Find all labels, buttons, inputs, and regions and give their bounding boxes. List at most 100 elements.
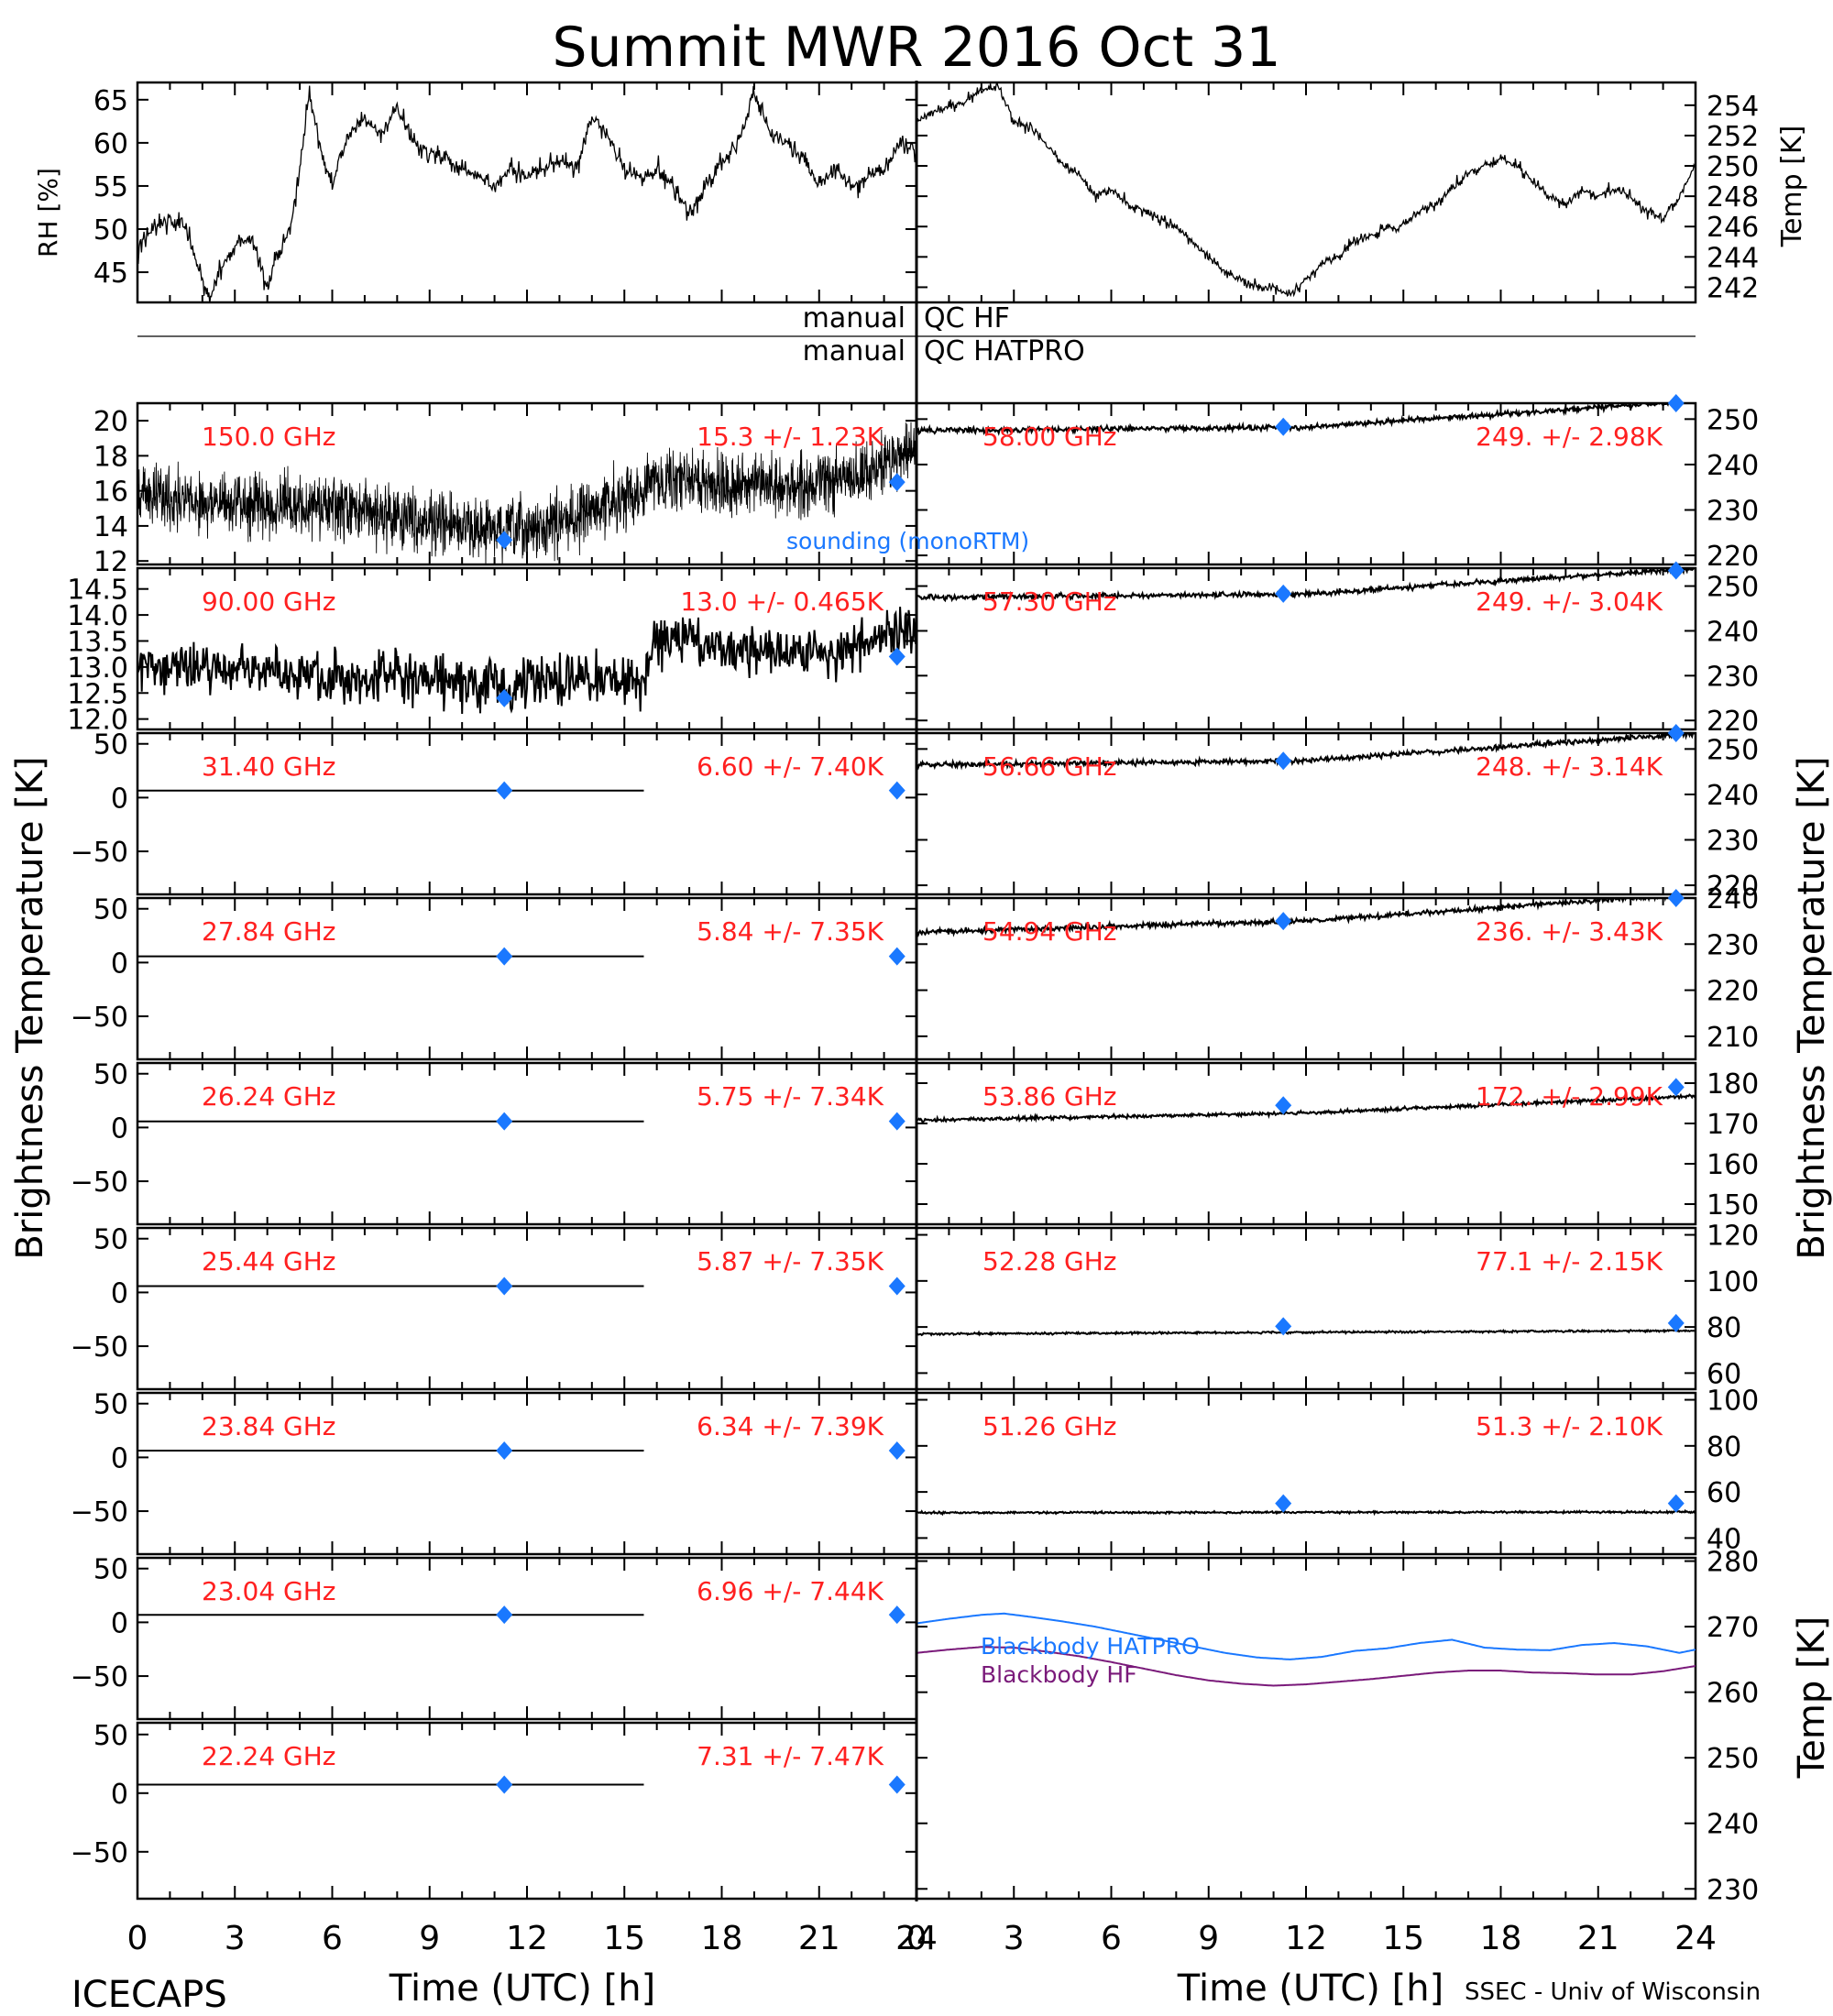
y-tick-label: 250 — [1707, 572, 1759, 604]
sounding-point — [496, 1605, 513, 1625]
x-tick-label: 15 — [603, 1920, 645, 1957]
sounding-point — [496, 781, 513, 800]
temp-bottom-axis-label: Temp [K] — [1791, 1616, 1833, 1780]
panel-bt2304: 50 0 −50 23.04 GHz 6.96 +/- 7.44K — [71, 1554, 918, 1721]
y-tick-label: 280 — [1707, 1547, 1759, 1579]
y-tick-label: 60 — [93, 128, 128, 160]
sounding-point — [496, 947, 513, 966]
frequency-label: 25.44 GHz — [202, 1246, 336, 1276]
x-tick-label: 18 — [1480, 1920, 1522, 1957]
y-tick-label: 240 — [1707, 450, 1759, 482]
x-tick-label: 9 — [1198, 1920, 1219, 1957]
x-tick-label: 12 — [1285, 1920, 1327, 1957]
y-tick-label: 50 — [93, 1224, 128, 1256]
sounding-point — [1275, 1317, 1292, 1336]
y-tick-label: 50 — [93, 1720, 128, 1752]
sounding-point — [888, 781, 906, 800]
sounding-point — [1667, 561, 1685, 580]
stats-label: 77.1 +/- 2.15K — [1476, 1246, 1663, 1276]
x-tick-label: 0 — [906, 1920, 927, 1957]
sounding-point — [1275, 751, 1292, 771]
frequency-label: 90.00 GHz — [202, 586, 336, 617]
stats-label: 6.96 +/- 7.44K — [697, 1576, 884, 1606]
x-tick-label: 3 — [1004, 1920, 1025, 1957]
stats-label: 15.3 +/- 1.23K — [697, 422, 884, 452]
y-tick-label: 220 — [1707, 976, 1759, 1008]
stats-label: 5.84 +/- 7.35K — [697, 916, 884, 947]
y-tick-label: 14.5 — [67, 575, 128, 607]
panel-bt5228: 60 80 100 120 52.28 GHz 77.1 +/- 2.15K — [915, 1221, 1759, 1390]
y-tick-label: 160 — [1707, 1149, 1759, 1181]
bt5494-series-line — [916, 898, 1694, 937]
y-tick-label: 230 — [1707, 929, 1759, 961]
x-tick-label: 9 — [419, 1920, 440, 1957]
sounding-point — [1667, 1313, 1685, 1332]
panel-bt5666: 220 230 240 250 56.66 GHz 248. +/- 3.14K — [915, 724, 1759, 903]
x-tick-label: 21 — [798, 1920, 840, 1957]
panel-bt5730: 220 230 240 250 57.30 GHz 249. +/- 3.04K — [915, 561, 1759, 738]
stats-label: 13.0 +/- 0.465K — [680, 586, 884, 617]
frequency-label: 23.04 GHz — [202, 1576, 336, 1606]
sounding-point — [496, 1775, 513, 1794]
y-tick-label: 260 — [1707, 1678, 1759, 1710]
panel-bt5800: 220 230 240 250 58.00 GHz 249. +/- 2.98K — [915, 394, 1759, 573]
bt5386-series-line — [916, 1092, 1696, 1124]
sounding-point — [1667, 394, 1685, 412]
stats-label: 249. +/- 2.98K — [1476, 422, 1663, 452]
x-axis-label-right: Time (UTC) [h] — [1177, 1967, 1443, 2010]
stats-label: 236. +/- 3.43K — [1476, 916, 1663, 947]
x-tick-label: 6 — [322, 1920, 343, 1957]
rh-series-line — [137, 85, 916, 302]
frequency-label: 22.24 GHz — [202, 1741, 336, 1771]
qc-hatpro-label: QC HATPRO — [924, 335, 1085, 367]
y-tick-label: 270 — [1707, 1612, 1759, 1644]
y-tick-label: 230 — [1707, 661, 1759, 693]
frequency-label: 26.24 GHz — [202, 1081, 336, 1112]
bt5666-series-line — [916, 733, 1696, 771]
legend-blackbody-hf: Blackbody HF — [981, 1661, 1137, 1688]
y-tick-label: 65 — [93, 85, 128, 117]
y-tick-label: 100 — [1707, 1386, 1759, 1418]
y-tick-label: 220 — [1707, 871, 1759, 903]
sounding-point — [496, 1276, 513, 1296]
bt-right-axis-label: Brightness Temperature [K] — [1791, 756, 1833, 1259]
y-tick-label: 0 — [111, 1442, 128, 1474]
sounding-point — [1275, 912, 1292, 931]
y-tick-label: 254 — [1707, 91, 1759, 123]
sounding-point — [1667, 889, 1685, 907]
y-tick-label: 230 — [1707, 1874, 1759, 1906]
y-tick-label: −50 — [71, 1837, 128, 1869]
sounding-point — [888, 1112, 906, 1131]
y-tick-label: 50 — [93, 1554, 128, 1586]
y-tick-label: 45 — [93, 257, 128, 290]
x-axis-label-left: Time (UTC) [h] — [389, 1967, 655, 2010]
chart-title: Summit MWR 2016 Oct 31 — [552, 16, 1280, 80]
y-tick-label: 150 — [1707, 1189, 1759, 1222]
y-tick-label: 250 — [1707, 734, 1759, 766]
y-tick-label: 170 — [1707, 1109, 1759, 1141]
y-tick-label: 50 — [93, 214, 128, 247]
stats-label: 5.87 +/- 7.35K — [697, 1246, 884, 1276]
y-tick-label: 0 — [111, 783, 128, 815]
sounding-point — [1667, 1494, 1685, 1513]
sounding-point — [496, 1441, 513, 1461]
y-tick-label: 250 — [1707, 151, 1759, 183]
panel-bt5386: 150 160 170 180 53.86 GHz 172. +/- 2.99K — [915, 1061, 1759, 1226]
stats-label: 248. +/- 3.14K — [1476, 751, 1663, 782]
panel-bt2624: 50 0 −50 26.24 GHz 5.75 +/- 7.34K — [71, 1059, 918, 1226]
sounding-point — [496, 1112, 513, 1131]
y-tick-label: 240 — [1707, 883, 1759, 915]
panel-frame — [915, 1556, 1697, 1901]
y-tick-label: 80 — [1707, 1431, 1741, 1463]
sounding-point — [496, 688, 513, 707]
y-tick-label: 55 — [93, 171, 128, 203]
y-tick-label: 0 — [111, 1112, 128, 1145]
qc-strip: manual QC HF manual QC HATPRO — [137, 302, 1696, 367]
sounding-point — [888, 947, 906, 966]
x-tick-label: 12 — [506, 1920, 548, 1957]
panel-rh: 45 50 55 60 65 — [93, 81, 918, 304]
frequency-label: 150.0 GHz — [202, 422, 336, 452]
stats-label: 7.31 +/- 7.47K — [697, 1741, 884, 1771]
y-tick-label: −50 — [71, 1002, 128, 1034]
sounding-point — [1275, 1494, 1292, 1513]
